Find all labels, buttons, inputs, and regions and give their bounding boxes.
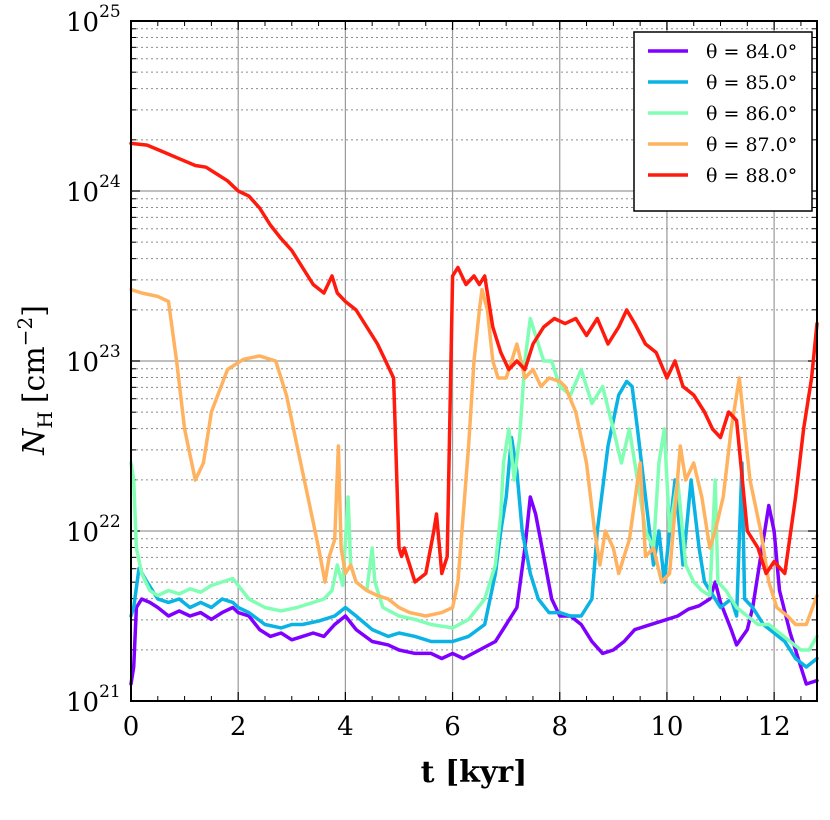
plot-frame (130, 20, 818, 702)
legend-label: θ = 84.0° (706, 41, 797, 63)
legend-label: θ = 86.0° (706, 103, 797, 125)
x-tick-label: 0 (123, 712, 140, 742)
x-tick-label: 6 (444, 712, 461, 742)
series-group (129, 141, 819, 686)
x-tick-label: 8 (551, 712, 568, 742)
series-line-5 (129, 141, 819, 584)
x-axis-title: t [kyr] (421, 755, 528, 790)
y-axis-title-unit-close: ] (17, 305, 52, 317)
x-tick-label: 2 (230, 712, 247, 742)
y-tick-exponent: 23 (99, 342, 121, 362)
y-tick-label: 1024 (66, 172, 121, 208)
series-line-3 (129, 316, 819, 652)
series-line-2 (129, 379, 819, 669)
y-axis-title-unit-exp: −2 (13, 317, 37, 346)
y-tick-base: 10 (66, 518, 99, 548)
series-line-4 (129, 287, 819, 627)
y-tick-base: 10 (66, 348, 99, 378)
y-tick-exponent: 24 (99, 172, 121, 192)
y-tick-base: 10 (66, 8, 99, 38)
y-axis-title-symbol: N (17, 427, 52, 456)
legend-label: θ = 85.0° (706, 72, 797, 94)
x-tick-label: 12 (758, 712, 791, 742)
y-tick-label: 1023 (66, 342, 121, 378)
y-tick-base: 10 (66, 688, 99, 718)
legend-label: θ = 87.0° (706, 134, 797, 156)
y-axis-title-subscript: H (33, 411, 57, 428)
legend: θ = 84.0° θ = 85.0° θ = 86.0° θ = 87.0° θ = … (633, 31, 813, 212)
y-tick-exponent: 22 (99, 512, 121, 532)
y-tick-label: 1025 (66, 2, 121, 38)
x-tick-label: 10 (650, 712, 683, 742)
svg-text:NH[cm−2]: NH [cm−2] (13, 305, 57, 456)
legend-label: θ = 88.0° (706, 165, 797, 187)
y-axis-title: NH [cm−2] (13, 305, 57, 456)
y-tick-exponent: 21 (99, 682, 121, 702)
y-tick-exponent: 25 (99, 2, 121, 22)
legend-box (633, 31, 813, 212)
y-axis-title-unit-open: [cm (17, 346, 52, 403)
y-tick-label: 1022 (66, 512, 121, 548)
y-tick-base: 10 (66, 178, 99, 208)
y-tick-label: 1021 (66, 682, 121, 718)
series-line-1 (129, 495, 819, 686)
x-tick-label: 4 (337, 712, 354, 742)
